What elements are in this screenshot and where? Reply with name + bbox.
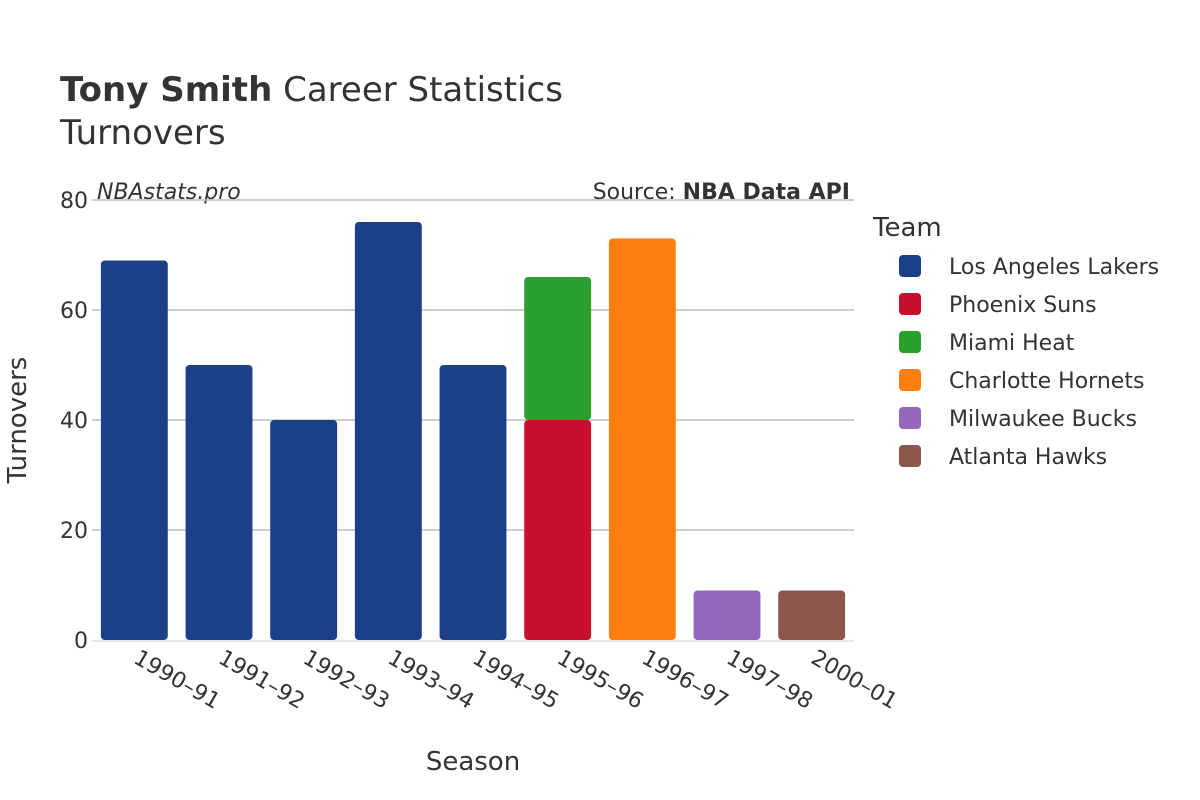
bar-los-angeles-lakers-1990–91[interactable] bbox=[100, 260, 168, 641]
bar-atlanta-hawks-2000–01[interactable] bbox=[778, 590, 846, 641]
x-axis: 1990–911991–921992–931993–941994–951995–… bbox=[129, 646, 901, 715]
source-name: NBA Data API bbox=[683, 180, 850, 205]
chart-title-rest: Career Statistics bbox=[272, 70, 563, 110]
legend-label[interactable]: Miami Heat bbox=[949, 331, 1075, 356]
x-tick-label: 1992–93 bbox=[299, 646, 394, 715]
y-axis: 0 20 40 60 80 bbox=[60, 189, 88, 654]
bar-los-angeles-lakers-1994–95[interactable] bbox=[439, 365, 507, 640]
x-tick-label: 1995–96 bbox=[553, 646, 648, 715]
bars bbox=[100, 222, 846, 641]
y-tick-label: 0 bbox=[74, 629, 88, 654]
x-axis-title: Season bbox=[426, 747, 520, 777]
legend-swatch[interactable] bbox=[899, 445, 921, 467]
chart-title-player: Tony Smith bbox=[60, 70, 272, 110]
x-tick-label: 1991–92 bbox=[214, 646, 309, 715]
source-prefix: Source: bbox=[593, 180, 683, 205]
legend-swatch[interactable] bbox=[899, 331, 921, 353]
x-tick-label: 1997–98 bbox=[722, 646, 817, 715]
legend-swatch[interactable] bbox=[899, 255, 921, 277]
legend-swatch[interactable] bbox=[899, 407, 921, 429]
legend-title: Team bbox=[872, 213, 942, 243]
x-tick-label: 1990–91 bbox=[129, 646, 224, 715]
y-tick-label: 60 bbox=[60, 299, 88, 324]
bar-phoenix-suns-1995–96[interactable] bbox=[524, 420, 592, 640]
y-tick-label: 20 bbox=[60, 519, 88, 544]
chart-subtitle: Turnovers bbox=[59, 113, 226, 153]
y-tick-label: 80 bbox=[60, 189, 88, 214]
x-tick-label: 2000–01 bbox=[807, 646, 902, 715]
legend-label[interactable]: Charlotte Hornets bbox=[949, 369, 1144, 394]
legend-label[interactable]: Los Angeles Lakers bbox=[949, 255, 1159, 280]
bar-charlotte-hornets-1996–97[interactable] bbox=[608, 238, 676, 641]
source-credit: Source: NBA Data API bbox=[593, 180, 850, 205]
bar-miami-heat-1995–96[interactable] bbox=[524, 277, 592, 420]
y-tick-label: 40 bbox=[60, 409, 88, 434]
chart-title: Tony Smith Career Statistics bbox=[60, 70, 563, 110]
legend-label[interactable]: Phoenix Suns bbox=[949, 293, 1097, 318]
y-axis-title: Turnovers bbox=[3, 357, 33, 485]
bar-los-angeles-lakers-1992–93[interactable] bbox=[270, 420, 338, 640]
x-tick-label: 1994–95 bbox=[468, 646, 563, 715]
legend-swatch[interactable] bbox=[899, 369, 921, 391]
bar-los-angeles-lakers-1991–92[interactable] bbox=[185, 365, 253, 640]
x-tick-label: 1996–97 bbox=[637, 646, 732, 715]
legend-label[interactable]: Milwaukee Bucks bbox=[949, 407, 1137, 432]
x-tick-label: 1993–94 bbox=[383, 646, 478, 715]
bar-los-angeles-lakers-1993–94[interactable] bbox=[354, 222, 422, 640]
legend: Team Los Angeles Lakers Phoenix Suns Miami… bbox=[872, 213, 1159, 470]
legend-swatch[interactable] bbox=[899, 293, 921, 315]
bar-milwaukee-bucks-1997–98[interactable] bbox=[693, 590, 761, 641]
legend-label[interactable]: Atlanta Hawks bbox=[949, 445, 1107, 470]
watermark: NBAstats.pro bbox=[97, 180, 241, 205]
